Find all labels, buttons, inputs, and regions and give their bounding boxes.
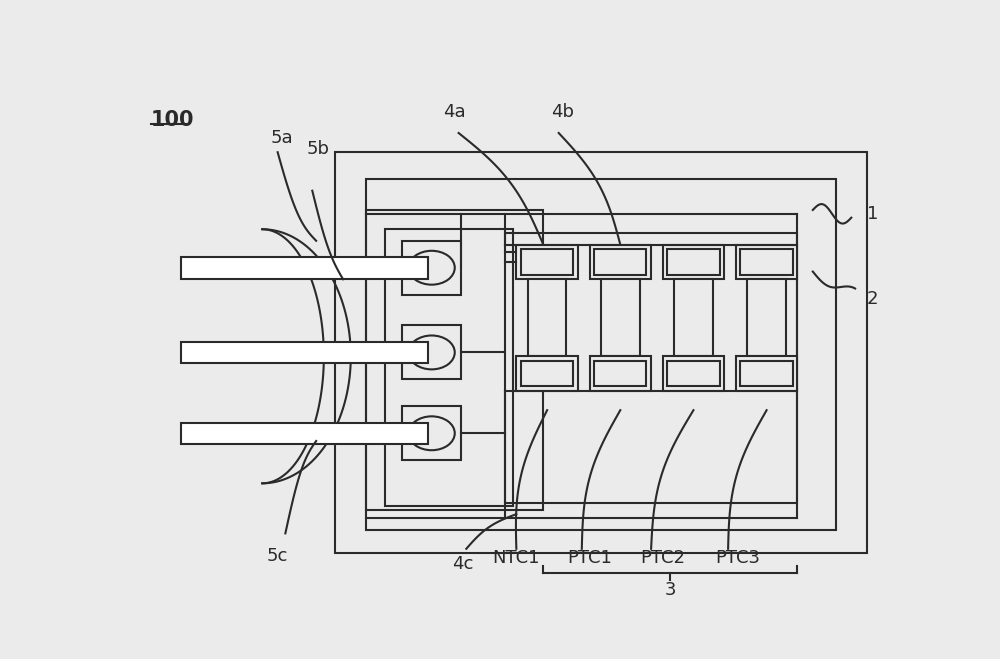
Text: 2: 2 [867,289,878,308]
Bar [740,361,793,386]
Bar [385,229,512,506]
Bar [601,279,640,357]
Bar [740,249,793,275]
Bar [663,357,724,391]
Bar [402,407,461,460]
Bar [747,279,786,357]
Bar [516,244,578,279]
Bar [667,361,720,386]
Bar [335,152,867,553]
Bar [736,357,797,391]
Bar [181,422,428,444]
Text: NTC1: NTC1 [493,549,540,567]
Bar [505,233,797,503]
Text: 100: 100 [151,110,194,130]
Bar [402,241,461,295]
Bar [594,249,646,275]
Bar [590,357,651,391]
Bar [181,257,428,279]
Text: PTC3: PTC3 [716,549,761,567]
Bar [366,210,543,510]
Ellipse shape [409,251,455,285]
Text: 4a: 4a [443,103,466,121]
Ellipse shape [409,416,455,450]
Text: 4c: 4c [452,555,473,573]
Ellipse shape [409,335,455,370]
Text: 5c: 5c [267,547,288,565]
Bar [667,249,720,275]
Text: 1: 1 [867,205,878,223]
Text: PTC1: PTC1 [567,549,612,567]
Bar [521,249,573,275]
Text: 3: 3 [665,581,676,599]
Bar [181,341,428,363]
Bar [590,244,651,279]
Text: 5b: 5b [307,140,330,158]
Bar [402,326,461,380]
Bar [736,244,797,279]
Text: 5a: 5a [270,129,293,147]
Bar [594,361,646,386]
Bar [674,279,713,357]
Bar [663,244,724,279]
Bar [528,279,566,357]
Bar [521,361,573,386]
Text: PTC2: PTC2 [640,549,685,567]
Text: 4b: 4b [551,103,574,121]
Bar [366,179,836,530]
Bar [516,357,578,391]
